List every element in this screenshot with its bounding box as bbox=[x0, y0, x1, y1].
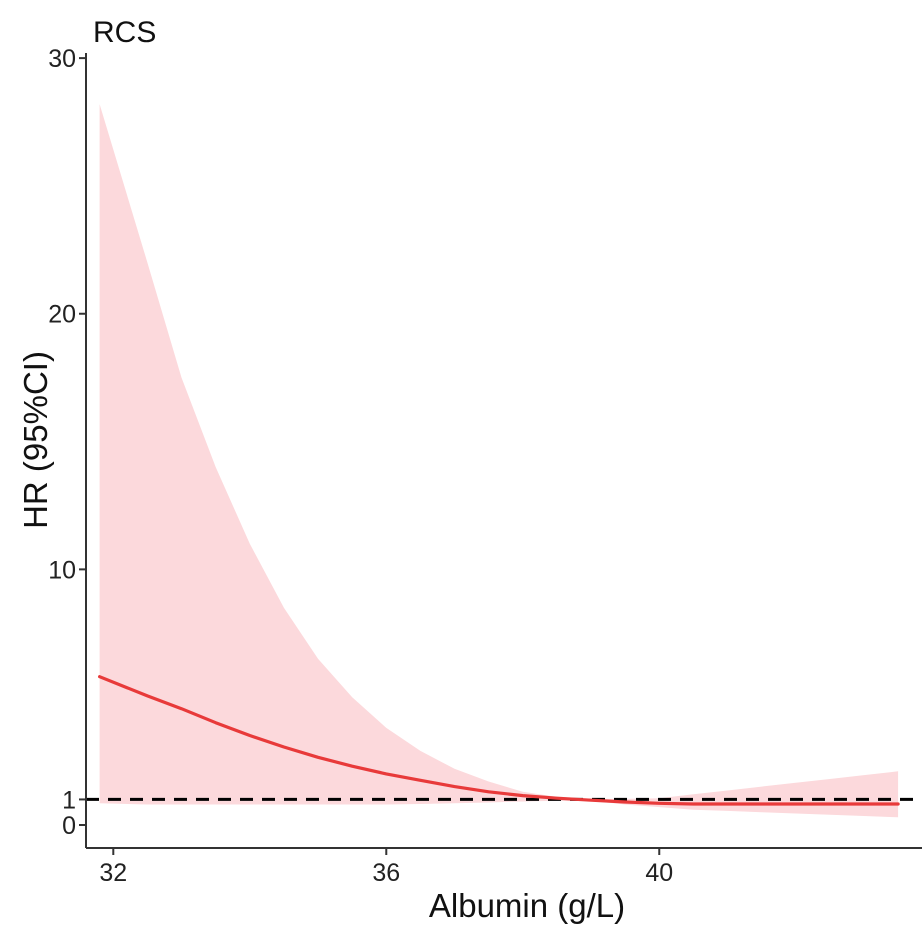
hazard-ratio-line-layer bbox=[98, 675, 900, 806]
y-tick-label: 10 bbox=[48, 556, 76, 584]
y-tick-label: 20 bbox=[48, 301, 76, 329]
confidence-band-layer bbox=[99, 104, 899, 818]
y-tick-label: 0 bbox=[62, 812, 76, 840]
y-axis-ticks: 01 10 20 30 bbox=[48, 45, 86, 840]
y-tick-label: 30 bbox=[48, 45, 76, 73]
x-tick-label: 32 bbox=[99, 859, 127, 887]
x-tick-label: 40 bbox=[645, 859, 673, 887]
y-axis-title: HR (95%CI) bbox=[17, 351, 54, 529]
x-axis-title: Albumin (g/L) bbox=[429, 887, 625, 924]
y-tick-label: 1 bbox=[62, 786, 76, 814]
x-axis-ticks: 32 36 40 bbox=[99, 848, 673, 887]
confidence-band bbox=[99, 104, 899, 818]
chart-title: RCS bbox=[93, 16, 156, 49]
x-tick-label: 36 bbox=[372, 859, 400, 887]
hazard-ratio-line bbox=[98, 675, 900, 806]
